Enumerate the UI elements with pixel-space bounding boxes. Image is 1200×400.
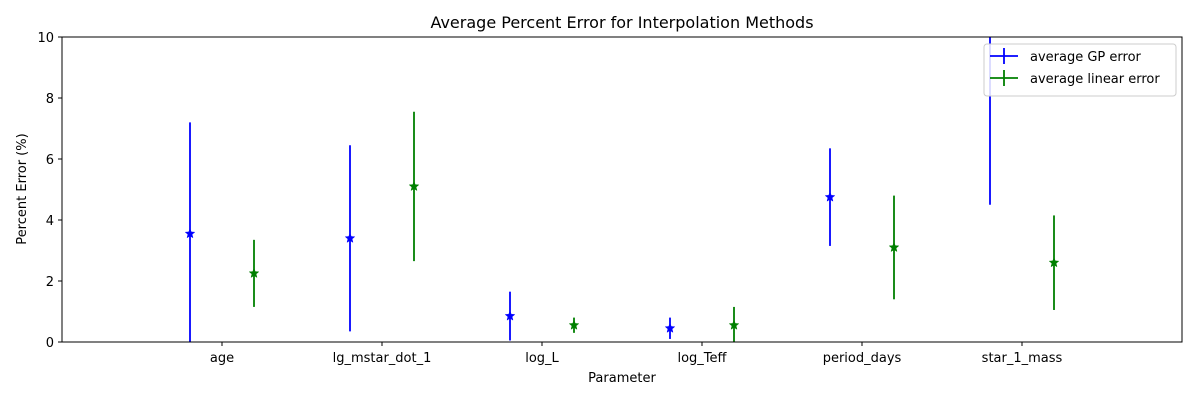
legend: average GP error average linear error bbox=[983, 43, 1177, 97]
data-point-star bbox=[568, 319, 580, 330]
y-axis: 0 2 4 6 8 10 bbox=[37, 31, 62, 351]
plot-frame bbox=[61, 36, 1183, 343]
data-point-star bbox=[664, 322, 676, 333]
data-point-star bbox=[1048, 257, 1060, 268]
y-tick-label: 4 bbox=[46, 214, 54, 229]
data-point-star bbox=[504, 310, 516, 321]
chart-title: Average Percent Error for Interpolation … bbox=[430, 13, 813, 32]
y-tick-label: 0 bbox=[46, 336, 54, 351]
x-tick-label: period_days bbox=[823, 351, 902, 366]
legend-label: average linear error bbox=[1030, 72, 1160, 87]
data-point-star bbox=[248, 267, 260, 278]
x-tick-label: log_Teff bbox=[677, 351, 727, 366]
legend-label: average GP error bbox=[1030, 50, 1142, 65]
y-tick-label: 10 bbox=[37, 31, 54, 46]
data-point-star bbox=[184, 228, 196, 239]
y-tick-label: 2 bbox=[46, 275, 54, 290]
x-tick-label: lg_mstar_dot_1 bbox=[333, 351, 432, 366]
data-point-star bbox=[888, 241, 900, 253]
data-point-star bbox=[824, 191, 836, 202]
y-tick-label: 8 bbox=[46, 92, 54, 107]
x-axis-label: Parameter bbox=[588, 371, 656, 386]
x-tick-label: log_L bbox=[525, 351, 559, 366]
x-axis: age lg_mstar_dot_1 log_L log_Teff period_day… bbox=[210, 342, 1063, 366]
data-point-star bbox=[408, 180, 420, 192]
plot-area bbox=[184, 37, 1060, 342]
x-tick-label: age bbox=[210, 351, 234, 366]
legend-box bbox=[983, 43, 1177, 97]
y-tick-label: 6 bbox=[46, 153, 54, 168]
data-point-star bbox=[728, 319, 740, 330]
y-axis-label: Percent Error (%) bbox=[15, 133, 30, 244]
data-point-star bbox=[344, 232, 356, 243]
x-tick-label: star_1_mass bbox=[982, 351, 1063, 366]
